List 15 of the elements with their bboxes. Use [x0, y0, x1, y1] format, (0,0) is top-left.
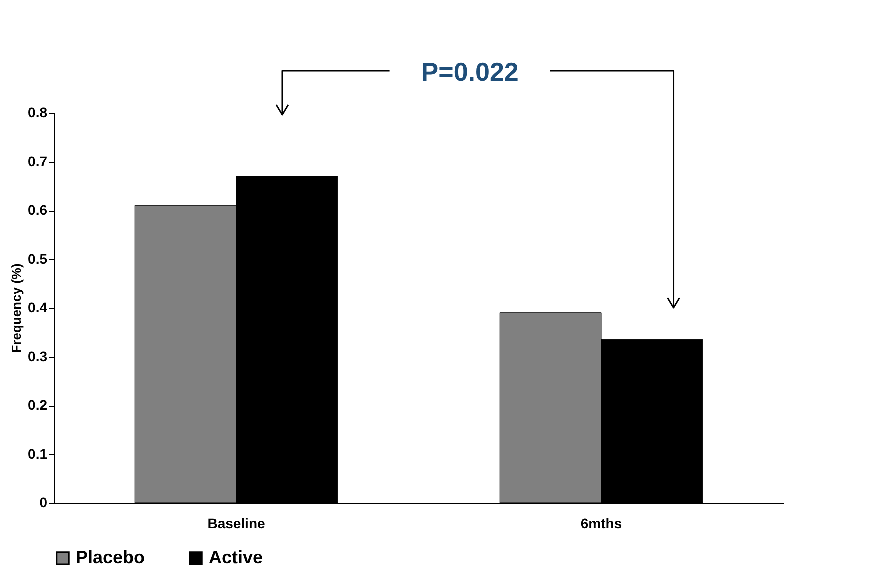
- x-tick-label: Baseline: [208, 516, 266, 532]
- x-tick-label: 6mths: [580, 516, 622, 532]
- legend-label: Placebo: [76, 547, 146, 568]
- y-tick-label: 0.6: [28, 202, 48, 218]
- y-tick-label: 0: [40, 494, 48, 510]
- y-tick-label: 0.1: [28, 446, 48, 462]
- y-tick-label: 0.2: [28, 397, 48, 413]
- y-tick-label: 0.5: [28, 250, 48, 267]
- y-tick-label: 0.4: [28, 300, 48, 316]
- text: P=0.022: [421, 57, 519, 87]
- y-axis-title: Frequency (%): [9, 264, 24, 354]
- y-tick-label: 0.7: [28, 153, 48, 170]
- y-tick-label: 0.3: [28, 348, 48, 364]
- y-tick-label: 0.8: [28, 104, 48, 120]
- legend-label: Active: [209, 547, 264, 568]
